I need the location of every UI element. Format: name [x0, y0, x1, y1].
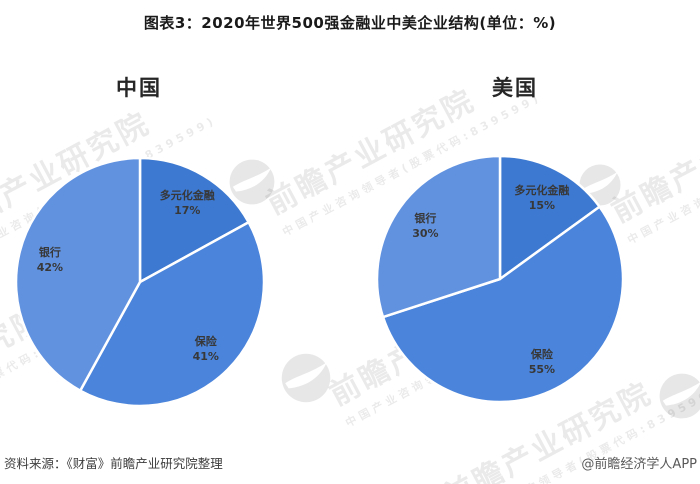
- pie-chart-usa: 多元化金融 15% 保险 55% 银行 30%: [375, 154, 625, 404]
- source-note: 资料来源：《财富》前瞻产业研究院整理: [4, 456, 223, 471]
- pie-slice-label: 银行 42%: [37, 245, 63, 274]
- pie-slice: [79, 221, 266, 408]
- page-title: 图表3：2020年世界500强金融业中美企业结构(单位：%): [143, 14, 557, 32]
- pie-slice: [375, 154, 502, 319]
- phoenix-logo-icon: [281, 353, 331, 403]
- pie-slice: [138, 156, 250, 284]
- attribution-note: @前瞻经济学人APP: [581, 457, 697, 472]
- pie-slice-label: 多元化金融 15%: [514, 183, 569, 212]
- pie-title-china: 中国: [116, 76, 162, 100]
- pie-chart-china: 多元化金融 17% 保险 41% 银行 42%: [14, 156, 266, 408]
- phoenix-logo-icon: [659, 373, 700, 419]
- pie-slice-label: 银行 30%: [412, 211, 438, 240]
- pie-slice: [498, 154, 601, 281]
- pie-slice-label: 保险 41%: [193, 334, 219, 363]
- pie-slice-label: 多元化金融 17%: [160, 188, 215, 217]
- pie-slice-label: 保险 55%: [529, 347, 555, 376]
- pie-slice: [381, 205, 625, 404]
- pie-title-usa: 美国: [492, 76, 538, 100]
- pie-slice: [14, 156, 142, 392]
